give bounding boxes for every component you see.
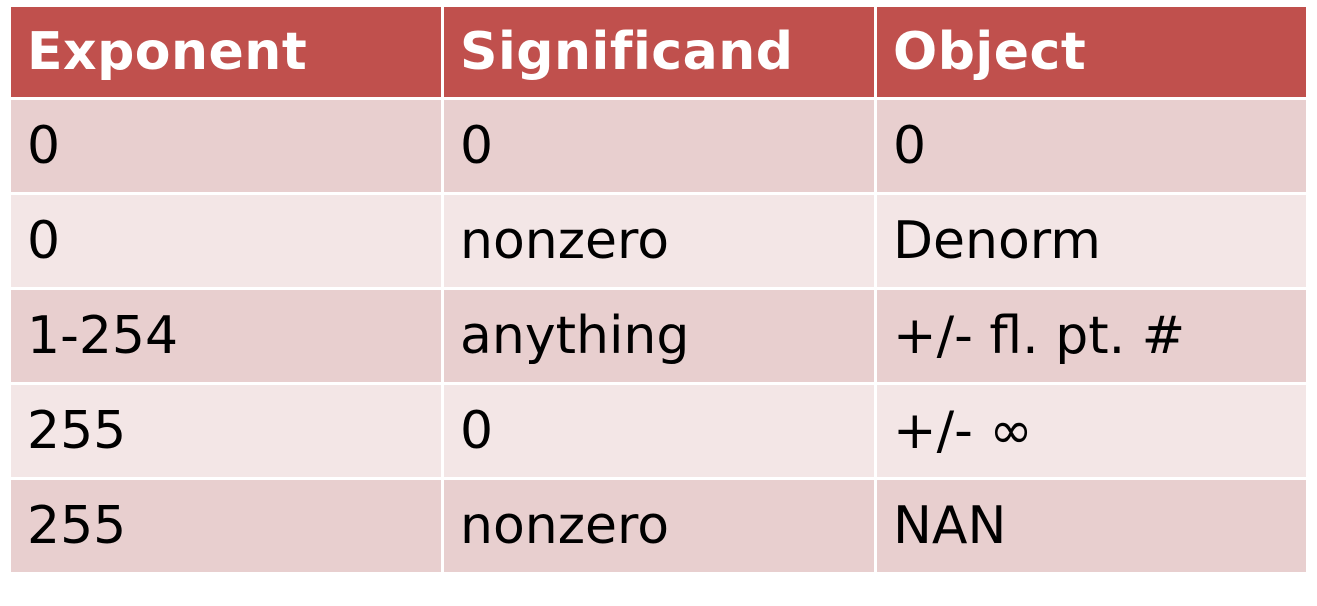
cell-significand: nonzero	[441, 192, 877, 290]
table-body: 0 0 0 0 nonzero Denorm 1-254 anything +/…	[8, 97, 1309, 575]
cell-significand: anything	[441, 287, 877, 385]
header-significand: Significand	[441, 4, 877, 100]
header-exponent: Exponent	[8, 4, 444, 100]
table-row: 0 nonzero Denorm	[8, 192, 1309, 290]
table-header: Exponent Significand Object	[8, 4, 1309, 100]
table-row: 1-254 anything +/- fl. pt. #	[8, 287, 1309, 385]
cell-exponent: 0	[8, 97, 444, 195]
cell-significand: 0	[441, 382, 877, 480]
header-object: Object	[874, 4, 1309, 100]
cell-exponent: 0	[8, 192, 444, 290]
cell-significand: nonzero	[441, 477, 877, 575]
cell-object: NAN	[874, 477, 1309, 575]
cell-exponent: 1-254	[8, 287, 444, 385]
cell-object: 0	[874, 97, 1309, 195]
table-row: 255 nonzero NAN	[8, 477, 1309, 575]
cell-significand: 0	[441, 97, 877, 195]
header-row: Exponent Significand Object	[8, 4, 1309, 100]
cell-object: Denorm	[874, 192, 1309, 290]
cell-exponent: 255	[8, 477, 444, 575]
table-row: 255 0 +/- ∞	[8, 382, 1309, 480]
cell-object: +/- fl. pt. #	[874, 287, 1309, 385]
table-container: Exponent Significand Object 0 0 0 0 nonz…	[8, 4, 1309, 575]
table-row: 0 0 0	[8, 97, 1309, 195]
cell-exponent: 255	[8, 382, 444, 480]
cell-object: +/- ∞	[874, 382, 1309, 480]
floating-point-encoding-table: Exponent Significand Object 0 0 0 0 nonz…	[8, 4, 1309, 575]
